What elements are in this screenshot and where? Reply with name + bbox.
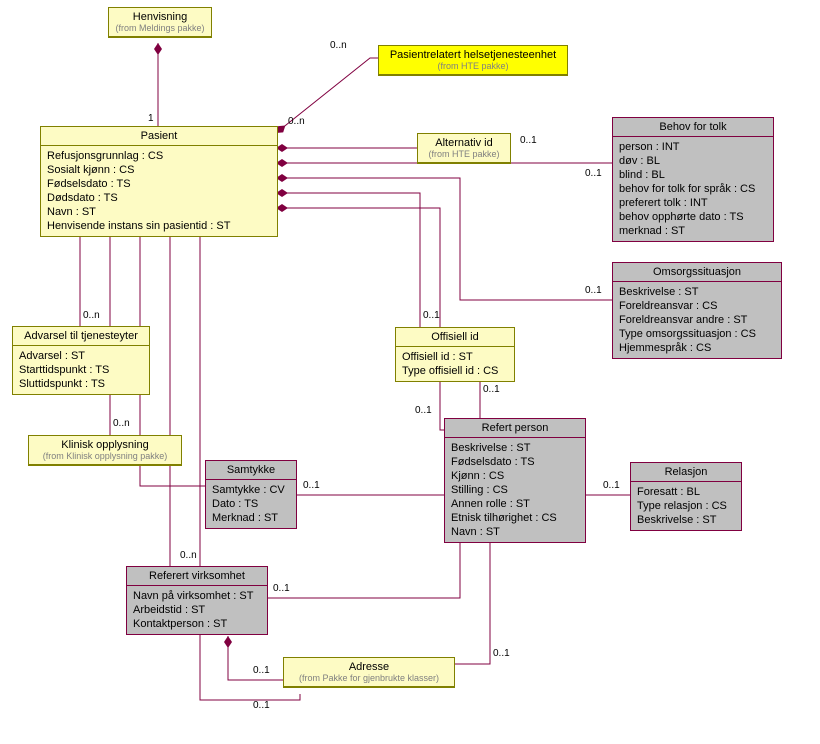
mult: 0..1	[423, 310, 440, 321]
attr: Samtykke : CV	[212, 483, 290, 497]
attrs: Samtykke : CVDato : TSMerknad : ST	[206, 480, 296, 528]
mult: 1	[148, 113, 154, 124]
title: Klinisk opplysning	[35, 439, 175, 451]
attr: Sluttidspunkt : TS	[19, 377, 143, 391]
attr: Etnisk tilhørighet : CS	[451, 511, 579, 525]
attr: Hjemmespråk : CS	[619, 341, 775, 355]
attr: Fødselsdato : TS	[47, 177, 271, 191]
mult: 0..1	[483, 384, 500, 395]
attrs: Beskrivelse : STForeldreansvar : CSForel…	[613, 282, 781, 358]
attrs: person : INTdøv : BLblind : BLbehov for …	[613, 137, 773, 241]
attr: Starttidspunkt : TS	[19, 363, 143, 377]
class-advarsel: Advarsel til tjenesteyter Advarsel : STS…	[12, 326, 150, 395]
attr: Refusjonsgrunnlag : CS	[47, 149, 271, 163]
attr: Type omsorgssituasjon : CS	[619, 327, 775, 341]
sub: (from HTE pakke)	[385, 61, 561, 71]
attr: Arbeidstid : ST	[133, 603, 261, 617]
title: Henvisning	[115, 11, 205, 23]
title: Refert person	[445, 419, 585, 438]
mult: 0..n	[113, 418, 130, 429]
mult: 0..1	[493, 648, 510, 659]
attr: behov opphørte dato : TS	[619, 210, 767, 224]
class-relasjon: Relasjon Foresatt : BLType relasjon : CS…	[630, 462, 742, 531]
attr: Navn : ST	[451, 525, 579, 539]
title: Behov for tolk	[613, 118, 773, 137]
attr: Offisiell id : ST	[402, 350, 508, 364]
title: Pasientrelatert helsetjenesteenhet	[385, 49, 561, 61]
class-henvisning: Henvisning(from Meldings pakke)	[108, 7, 212, 38]
attrs: Refusjonsgrunnlag : CSSosialt kjønn : CS…	[41, 146, 277, 236]
attr: Beskrivelse : ST	[619, 285, 775, 299]
mult: 0..n	[83, 310, 100, 321]
sub: (from Pakke for gjenbrukte klasser)	[290, 673, 448, 683]
attr: Beskrivelse : ST	[451, 441, 579, 455]
attr: Foresatt : BL	[637, 485, 735, 499]
class-hte: Pasientrelatert helsetjenesteenhet(from …	[378, 45, 568, 76]
attr: merknad : ST	[619, 224, 767, 238]
title: Advarsel til tjenesteyter	[13, 327, 149, 346]
attrs: Navn på virksomhet : STArbeidstid : STKo…	[127, 586, 267, 634]
attr: Stilling : CS	[451, 483, 579, 497]
attrs: Beskrivelse : STFødselsdato : TSKjønn : …	[445, 438, 585, 542]
mult: 0..1	[585, 285, 602, 296]
mult: 0..n	[330, 40, 347, 51]
class-offid: Offisiell id Offisiell id : STType offis…	[395, 327, 515, 382]
class-samtykke: Samtykke Samtykke : CVDato : TSMerknad :…	[205, 460, 297, 529]
attrs: Advarsel : STStarttidspunkt : TSSluttids…	[13, 346, 149, 394]
attr: behov for tolk for språk : CS	[619, 182, 767, 196]
attr: Type offisiell id : CS	[402, 364, 508, 378]
class-altid: Alternativ id(from HTE pakke)	[417, 133, 511, 164]
attr: Beskrivelse : ST	[637, 513, 735, 527]
attr: Kontaktperson : ST	[133, 617, 261, 631]
title: Samtykke	[206, 461, 296, 480]
mult: 0..1	[585, 168, 602, 179]
attr: preferert tolk : INT	[619, 196, 767, 210]
class-behov: Behov for tolk person : INTdøv : BLblind…	[612, 117, 774, 242]
title: Relasjon	[631, 463, 741, 482]
attr: Foreldreansvar : CS	[619, 299, 775, 313]
mult: 0..1	[603, 480, 620, 491]
attr: person : INT	[619, 140, 767, 154]
attr: Navn : ST	[47, 205, 271, 219]
title: Offisiell id	[396, 328, 514, 347]
class-refpers: Refert person Beskrivelse : STFødselsdat…	[444, 418, 586, 543]
attr: Annen rolle : ST	[451, 497, 579, 511]
mult: 0..1	[253, 665, 270, 676]
class-refvirk: Referert virksomhet Navn på virksomhet :…	[126, 566, 268, 635]
class-adresse: Adresse(from Pakke for gjenbrukte klasse…	[283, 657, 455, 688]
attr: Foreldreansvar andre : ST	[619, 313, 775, 327]
attr: Merknad : ST	[212, 511, 290, 525]
attr: Dødsdato : TS	[47, 191, 271, 205]
mult: 0..n	[288, 116, 305, 127]
mult: 0..1	[253, 700, 270, 711]
mult: 0..1	[303, 480, 320, 491]
attr: Sosialt kjønn : CS	[47, 163, 271, 177]
attr: Dato : TS	[212, 497, 290, 511]
attr: Navn på virksomhet : ST	[133, 589, 261, 603]
attrs: Offisiell id : STType offisiell id : CS	[396, 347, 514, 381]
attr: Kjønn : CS	[451, 469, 579, 483]
attr: døv : BL	[619, 154, 767, 168]
attr: Fødselsdato : TS	[451, 455, 579, 469]
mult: 0..n	[180, 550, 197, 561]
mult: 0..1	[415, 405, 432, 416]
sub: (from Klinisk opplysning pakke)	[35, 451, 175, 461]
class-klinisk: Klinisk opplysning(from Klinisk opplysni…	[28, 435, 182, 466]
title: Pasient	[41, 127, 277, 146]
attr: Type relasjon : CS	[637, 499, 735, 513]
sub: (from HTE pakke)	[424, 149, 504, 159]
attr: blind : BL	[619, 168, 767, 182]
class-omsorg: Omsorgssituasjon Beskrivelse : STForeldr…	[612, 262, 782, 359]
attrs: Foresatt : BLType relasjon : CSBeskrivel…	[631, 482, 741, 530]
attr: Advarsel : ST	[19, 349, 143, 363]
mult: 0..1	[520, 135, 537, 146]
mult: 0..1	[273, 583, 290, 594]
class-pasient: Pasient Refusjonsgrunnlag : CSSosialt kj…	[40, 126, 278, 237]
title: Omsorgssituasjon	[613, 263, 781, 282]
attr: Henvisende instans sin pasientid : ST	[47, 219, 271, 233]
title: Referert virksomhet	[127, 567, 267, 586]
title: Adresse	[290, 661, 448, 673]
sub: (from Meldings pakke)	[115, 23, 205, 33]
title: Alternativ id	[424, 137, 504, 149]
